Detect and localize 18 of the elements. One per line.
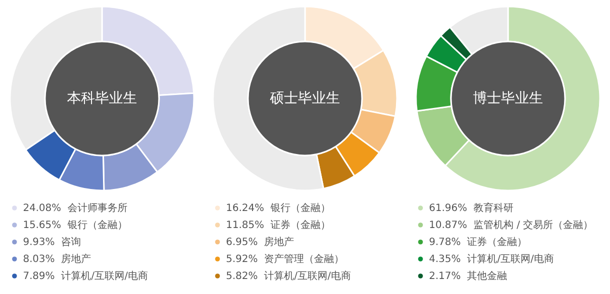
legend-label: 5.82% 计算机/互联网/电商	[226, 270, 351, 284]
legend-label: 9.93% 咨询	[23, 236, 82, 250]
legend-label: 4.35% 计算机/互联网/电商	[429, 252, 554, 266]
legend-label: 9.78% 证券（金融）	[429, 236, 528, 250]
legend-label: 24.08% 会计师事务所	[23, 202, 128, 216]
legend-label: 11.85% 证券（金融）	[226, 218, 330, 232]
text: 博士毕业生	[473, 90, 543, 106]
text: 硕士毕业生	[269, 90, 340, 106]
text: 本科毕业生	[67, 90, 137, 106]
legend-label: 61.96% 教育科研	[429, 202, 514, 216]
legend-label: 8.03% 房地产	[23, 252, 92, 266]
legend-label: 2.17% 其他金融	[429, 270, 508, 284]
legend-label: 6.95% 房地产	[226, 236, 294, 250]
legend-label: 15.65% 银行（金融）	[23, 218, 128, 232]
legend-label: 7.89% 计算机/互联网/电商	[23, 270, 148, 284]
legend-label: 16.24% 银行（金融）	[226, 202, 330, 216]
legend-label: 5.92% 资产管理（金融）	[226, 252, 344, 266]
legend-label: 10.87% 监管机构 / 交易所（金融）	[429, 218, 594, 232]
